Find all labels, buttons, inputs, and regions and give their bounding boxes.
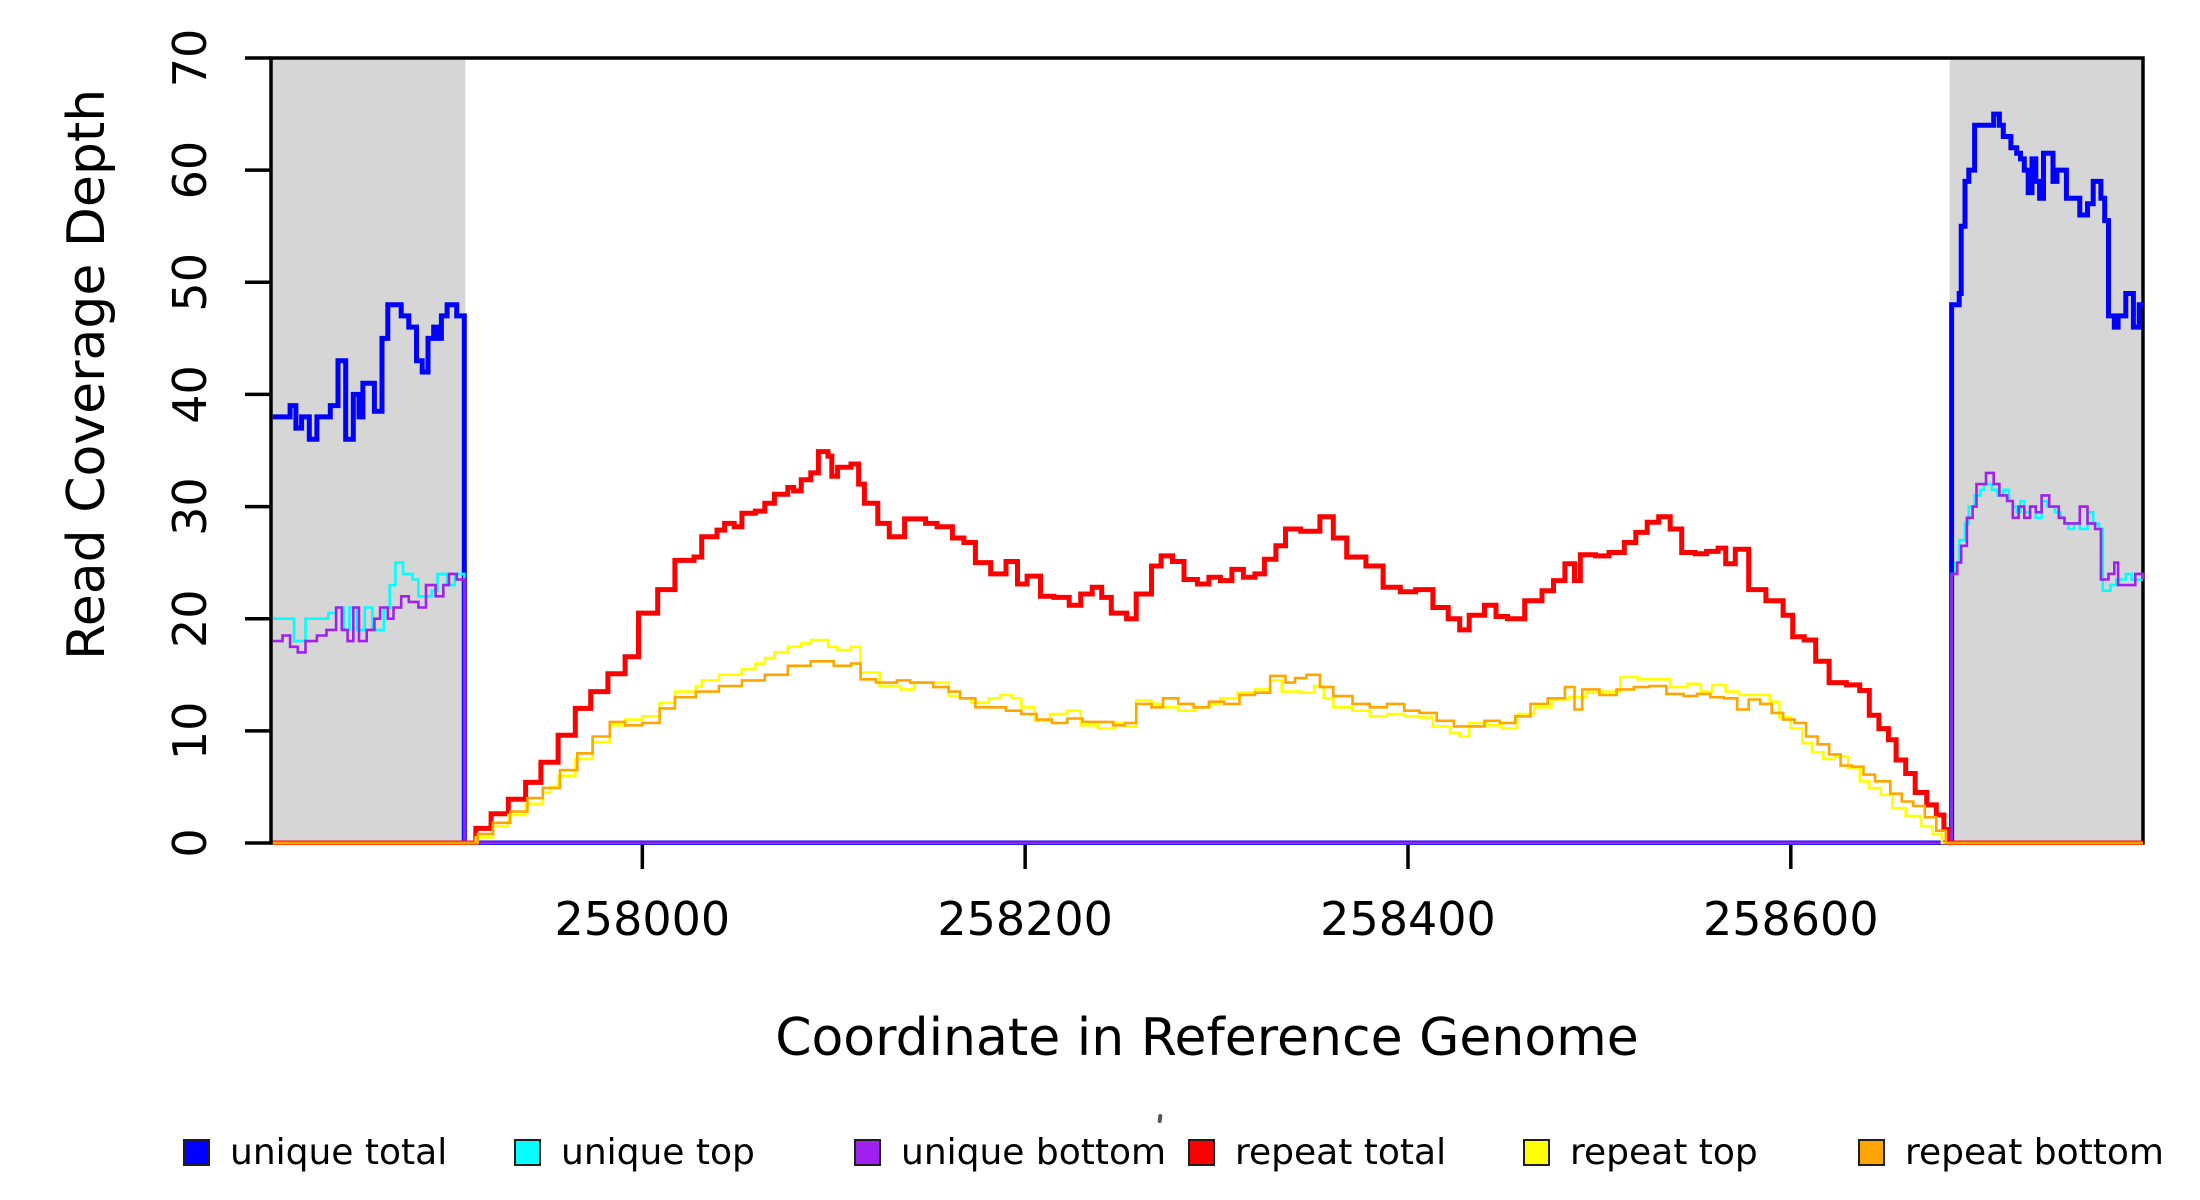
shaded-region bbox=[1949, 58, 2143, 843]
series-repeat-total bbox=[272, 449, 2143, 845]
legend-item-repeat-total: repeat total bbox=[1188, 1128, 1446, 1176]
legend-item-unique-top: unique top bbox=[514, 1128, 755, 1176]
series-unique-total bbox=[272, 111, 2143, 845]
y-tick-label: 20 bbox=[163, 589, 217, 648]
legend-label: unique bottom bbox=[901, 1131, 1167, 1173]
y-tick-label: 70 bbox=[163, 29, 217, 88]
x-tick-label: 258000 bbox=[555, 892, 731, 946]
legend-label: repeat total bbox=[1235, 1131, 1447, 1173]
series-repeat-bottom bbox=[272, 660, 2143, 845]
y-tick-label: 60 bbox=[163, 141, 217, 200]
y-tick-label: 30 bbox=[163, 477, 217, 536]
axis-box bbox=[269, 56, 2145, 845]
legend-label: unique total bbox=[230, 1131, 448, 1173]
series-unique-bottom bbox=[272, 471, 2145, 845]
legend-label: repeat top bbox=[1570, 1131, 1758, 1173]
unique-top-swatch-icon bbox=[514, 1138, 541, 1166]
repeat-bottom-swatch-icon bbox=[1858, 1138, 1885, 1166]
x-tick-label: 258400 bbox=[1320, 892, 1496, 946]
series-repeat-top bbox=[272, 638, 2143, 845]
repeat-total-swatch-icon bbox=[1188, 1138, 1215, 1166]
legend-item-repeat-top: repeat top bbox=[1523, 1128, 1758, 1176]
x-tick-label: 258200 bbox=[937, 892, 1113, 946]
legend-item-unique-bottom: unique bottom bbox=[854, 1128, 1166, 1176]
legend-label: unique top bbox=[561, 1131, 755, 1173]
unique-total-swatch-icon bbox=[183, 1138, 210, 1166]
y-tick-label: 40 bbox=[163, 365, 217, 424]
legend-item-repeat-bottom: repeat bottom bbox=[1858, 1128, 2164, 1176]
repeat-top-swatch-icon bbox=[1523, 1138, 1550, 1166]
shaded-region bbox=[271, 58, 466, 843]
x-tick-label: 258600 bbox=[1703, 892, 1879, 946]
y-tick-label: 10 bbox=[163, 702, 217, 761]
y-tick-label: 50 bbox=[163, 253, 217, 312]
legend-item-unique-total: unique total bbox=[183, 1128, 447, 1176]
y-tick-label: 0 bbox=[163, 828, 217, 857]
unique-bottom-swatch-icon bbox=[854, 1138, 881, 1166]
x-axis-title: Coordinate in Reference Genome bbox=[775, 1008, 1639, 1068]
y-axis-title: Read Coverage Depth bbox=[57, 88, 117, 660]
legend-label: repeat bottom bbox=[1905, 1131, 2164, 1173]
